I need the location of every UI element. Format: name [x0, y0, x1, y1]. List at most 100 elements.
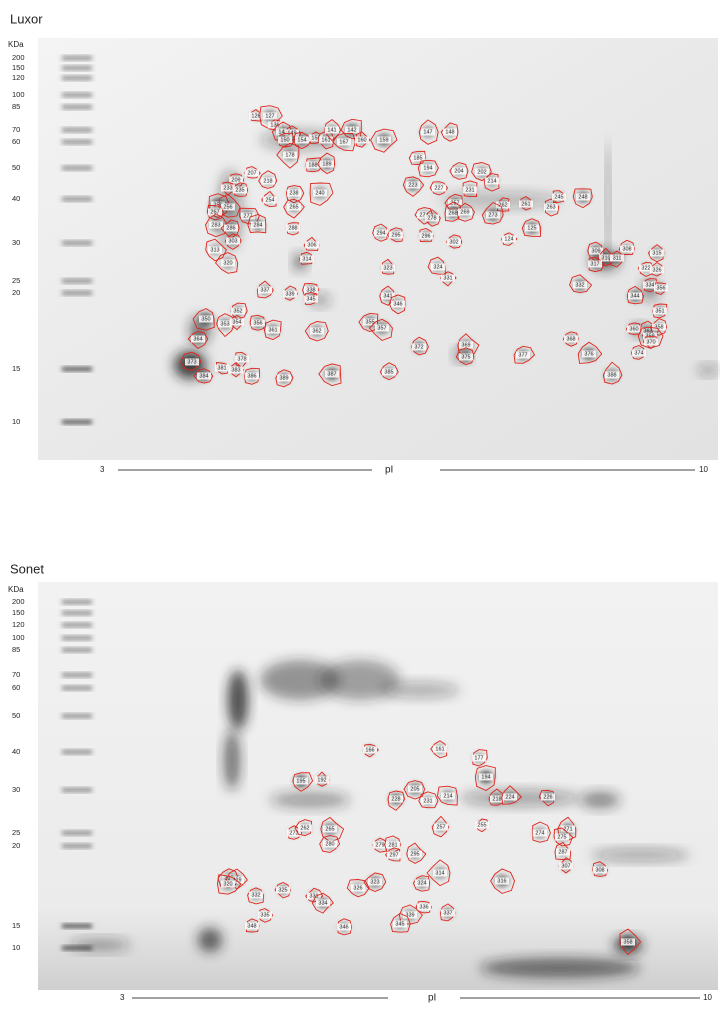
spot-label: 326: [353, 885, 362, 891]
mw-marker-label: 25: [12, 828, 20, 837]
spot-label: 336: [419, 904, 428, 910]
mw-marker-label: 120: [12, 73, 25, 82]
spot-label: 353: [220, 321, 229, 327]
spot-label: 334: [318, 900, 327, 906]
ladder-band: [62, 66, 92, 70]
spot-label: 337: [260, 287, 269, 293]
ladder-band: [62, 788, 92, 792]
mw-marker-label: 15: [12, 364, 20, 373]
spot-label: 160: [357, 137, 366, 143]
spot-label: 124: [504, 236, 513, 242]
spot-label: 150: [280, 137, 289, 143]
mw-marker-label: 150: [12, 63, 25, 72]
gel-stain: [380, 682, 460, 698]
spot-label: 334: [645, 282, 654, 288]
spot-label: 377: [518, 352, 527, 358]
spot-label: 302: [449, 239, 458, 245]
spot-label: 373: [187, 359, 196, 365]
pi-end: 10: [703, 993, 712, 1002]
spot-label: 257: [436, 824, 445, 830]
spot-label: 286: [226, 225, 235, 231]
spot-label: 283: [211, 222, 220, 228]
spot-label: 127: [265, 113, 274, 119]
ladder-band: [62, 105, 92, 109]
mw-marker-label: 60: [12, 137, 20, 146]
spot-label: 364: [193, 336, 202, 342]
ladder-band: [62, 946, 92, 950]
mw-marker-label: 15: [12, 921, 20, 930]
figure: LuxorKDa20015012010085706050403025201510…: [0, 0, 720, 1006]
spot-label: 233: [223, 185, 232, 191]
spot-label: 337: [443, 910, 452, 916]
spot-label: 385: [384, 369, 393, 375]
spot-label: 332: [575, 282, 584, 288]
spot-label: 389: [279, 375, 288, 381]
ladder-band: [62, 197, 92, 201]
spot-label: 374: [634, 350, 643, 356]
spot-label: 354: [232, 319, 241, 325]
spot-label: 358: [623, 939, 632, 945]
ladder-band: [62, 291, 92, 295]
ladder-band: [62, 844, 92, 848]
ladder-band: [62, 750, 92, 754]
spot-label: 240: [315, 190, 324, 196]
mw-marker-label: 30: [12, 238, 20, 247]
mw-marker-label: 50: [12, 163, 20, 172]
mw-marker-label: 200: [12, 53, 25, 62]
spot-label: 361: [268, 327, 277, 333]
pi-label: pI: [385, 465, 393, 476]
spot-label: 323: [383, 265, 392, 271]
mw-marker-label: 50: [12, 711, 20, 720]
spot-label: 294: [376, 230, 385, 236]
spot-label: 362: [312, 328, 321, 334]
ladder-band: [62, 128, 92, 132]
spot-label: 185: [413, 155, 422, 161]
spot-label: 350: [201, 316, 210, 322]
spot-label: 148: [445, 129, 454, 135]
spot-label: 147: [423, 129, 432, 135]
mw-marker-label: 70: [12, 125, 20, 134]
spot-label: 352: [233, 308, 242, 314]
mw-marker-label: 20: [12, 288, 20, 297]
spot-label: 360: [629, 326, 638, 332]
spot-label: 189: [322, 161, 331, 167]
spot-label: 332: [251, 892, 260, 898]
spot-label: 269: [460, 209, 469, 215]
spot-label: 316: [497, 878, 506, 884]
spot-label: 320: [223, 260, 232, 266]
ladder-band: [62, 924, 92, 928]
spot-label: 274: [535, 830, 544, 836]
gel-stain: [228, 670, 248, 730]
spot-label: 166: [365, 747, 374, 753]
spot-label: 245: [554, 194, 563, 200]
spot-label: 231: [423, 798, 432, 804]
spot-label: 284: [253, 222, 262, 228]
spot-label: 167: [339, 139, 348, 145]
gel-stain: [224, 730, 240, 790]
spot-label: 346: [393, 301, 402, 307]
spot-label: 204: [454, 168, 463, 174]
gel-stain: [606, 140, 610, 260]
mw-marker-label: 85: [12, 102, 20, 111]
spot-label: 370: [646, 339, 655, 345]
pi-label: pI: [428, 993, 436, 1004]
ladder-band: [62, 279, 92, 283]
spot-label: 326: [652, 267, 661, 273]
mw-marker-label: 100: [12, 633, 25, 642]
spot-label: 205: [410, 786, 419, 792]
mw-marker-label: 85: [12, 645, 20, 654]
spot-label: 295: [391, 232, 400, 238]
ladder-band: [62, 76, 92, 80]
ladder-band: [62, 686, 92, 690]
spot-label: 335: [260, 912, 269, 918]
spot-label: 154: [297, 137, 306, 143]
spot-label: 368: [566, 336, 575, 342]
spot-label: 324: [433, 264, 442, 270]
mw-marker-label: 25: [12, 276, 20, 285]
gel-stain: [198, 928, 222, 952]
spot-label: 308: [595, 867, 604, 873]
ladder-band: [62, 648, 92, 652]
gel-stain: [590, 849, 690, 861]
mw-marker-label: 20: [12, 841, 20, 850]
spot-label: 348: [247, 923, 256, 929]
